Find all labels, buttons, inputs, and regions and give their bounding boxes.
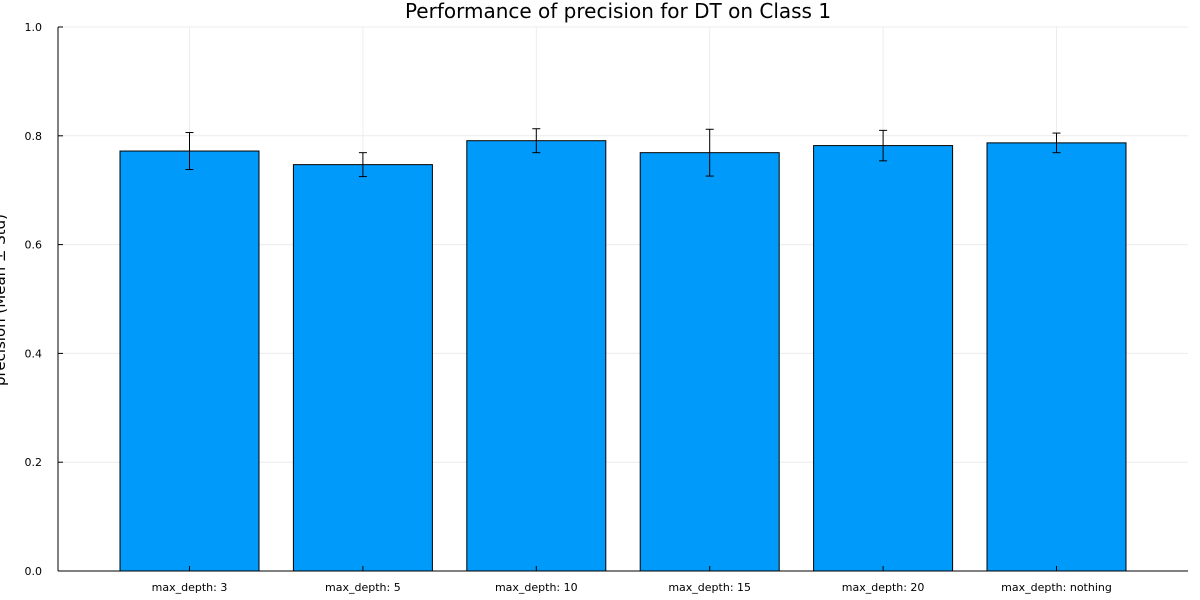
y-tick-label: 0.0 xyxy=(25,565,43,578)
y-tick-label: 1.0 xyxy=(25,21,43,34)
tick-labels: 0.0 0.2 0.4 0.6 0.8 1.0 max_depth: 3 max_depth:… xyxy=(25,21,1112,594)
bars xyxy=(119,140,1127,572)
bar xyxy=(986,142,1127,572)
error-bars xyxy=(185,128,1061,178)
x-tick-label: max_depth: 5 xyxy=(325,581,401,594)
bar xyxy=(466,140,607,572)
axes xyxy=(57,26,1188,572)
y-tick-label: 0.2 xyxy=(25,456,43,469)
bar xyxy=(292,164,433,572)
y-tick-label: 0.8 xyxy=(25,130,43,143)
x-tick-label: max_depth: 10 xyxy=(495,581,578,594)
x-tick-label: max_depth: 20 xyxy=(842,581,925,594)
bar xyxy=(119,150,260,572)
y-tick-label: 0.6 xyxy=(25,239,43,252)
x-tick-label: max_depth: nothing xyxy=(1001,581,1112,594)
bar xyxy=(639,152,780,572)
y-tick-label: 0.4 xyxy=(25,347,43,360)
x-tick-label: max_depth: 3 xyxy=(152,581,228,594)
x-tick-label: max_depth: 15 xyxy=(668,581,751,594)
bar xyxy=(813,145,954,572)
chart-title: Performance of precision for DT on Class… xyxy=(405,0,831,23)
y-axis-label: precision (Mean ± Std) xyxy=(0,214,9,386)
